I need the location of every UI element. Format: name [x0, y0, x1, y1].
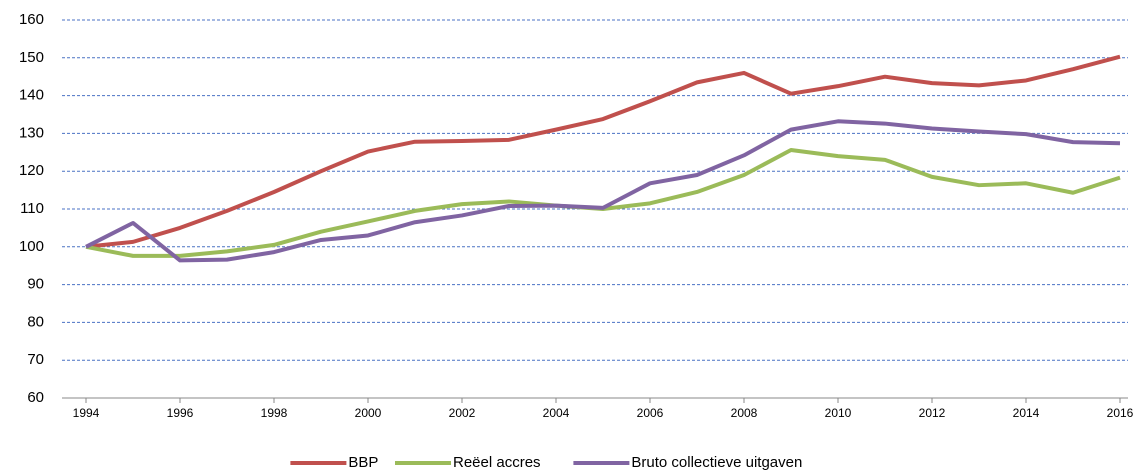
y-tick-label: 70	[27, 351, 44, 368]
legend-label: Reëel accres	[453, 454, 541, 471]
x-tick-label: 2016	[1107, 406, 1134, 420]
x-tick-label: 1994	[73, 406, 100, 420]
legend-label: Bruto collectieve uitgaven	[631, 454, 802, 471]
x-tick-label: 1996	[167, 406, 194, 420]
series-line	[85, 54, 1121, 249]
y-tick-label: 160	[19, 11, 44, 28]
y-tick-label: 90	[27, 276, 44, 293]
legend-label: BBP	[348, 454, 378, 471]
series-line	[85, 119, 1121, 263]
series-line	[85, 148, 1121, 258]
y-tick-label: 60	[27, 389, 44, 406]
x-tick-label: 2002	[449, 406, 476, 420]
x-tick-label: 2000	[355, 406, 382, 420]
x-tick-label: 2010	[825, 406, 852, 420]
x-tick-label: 1998	[261, 406, 288, 420]
y-tick-label: 140	[19, 87, 44, 104]
y-tick-label: 80	[27, 313, 44, 330]
x-tick-label: 2014	[1013, 406, 1040, 420]
y-tick-label: 120	[19, 162, 44, 179]
x-tick-label: 2012	[919, 406, 946, 420]
y-tick-label: 100	[19, 238, 44, 255]
y-tick-label: 130	[19, 124, 44, 141]
x-tick-label: 2004	[543, 406, 570, 420]
y-tick-label: 110	[20, 200, 44, 217]
x-tick-label: 2006	[637, 406, 664, 420]
x-tick-label: 2008	[731, 406, 758, 420]
y-tick-label: 150	[19, 49, 44, 66]
